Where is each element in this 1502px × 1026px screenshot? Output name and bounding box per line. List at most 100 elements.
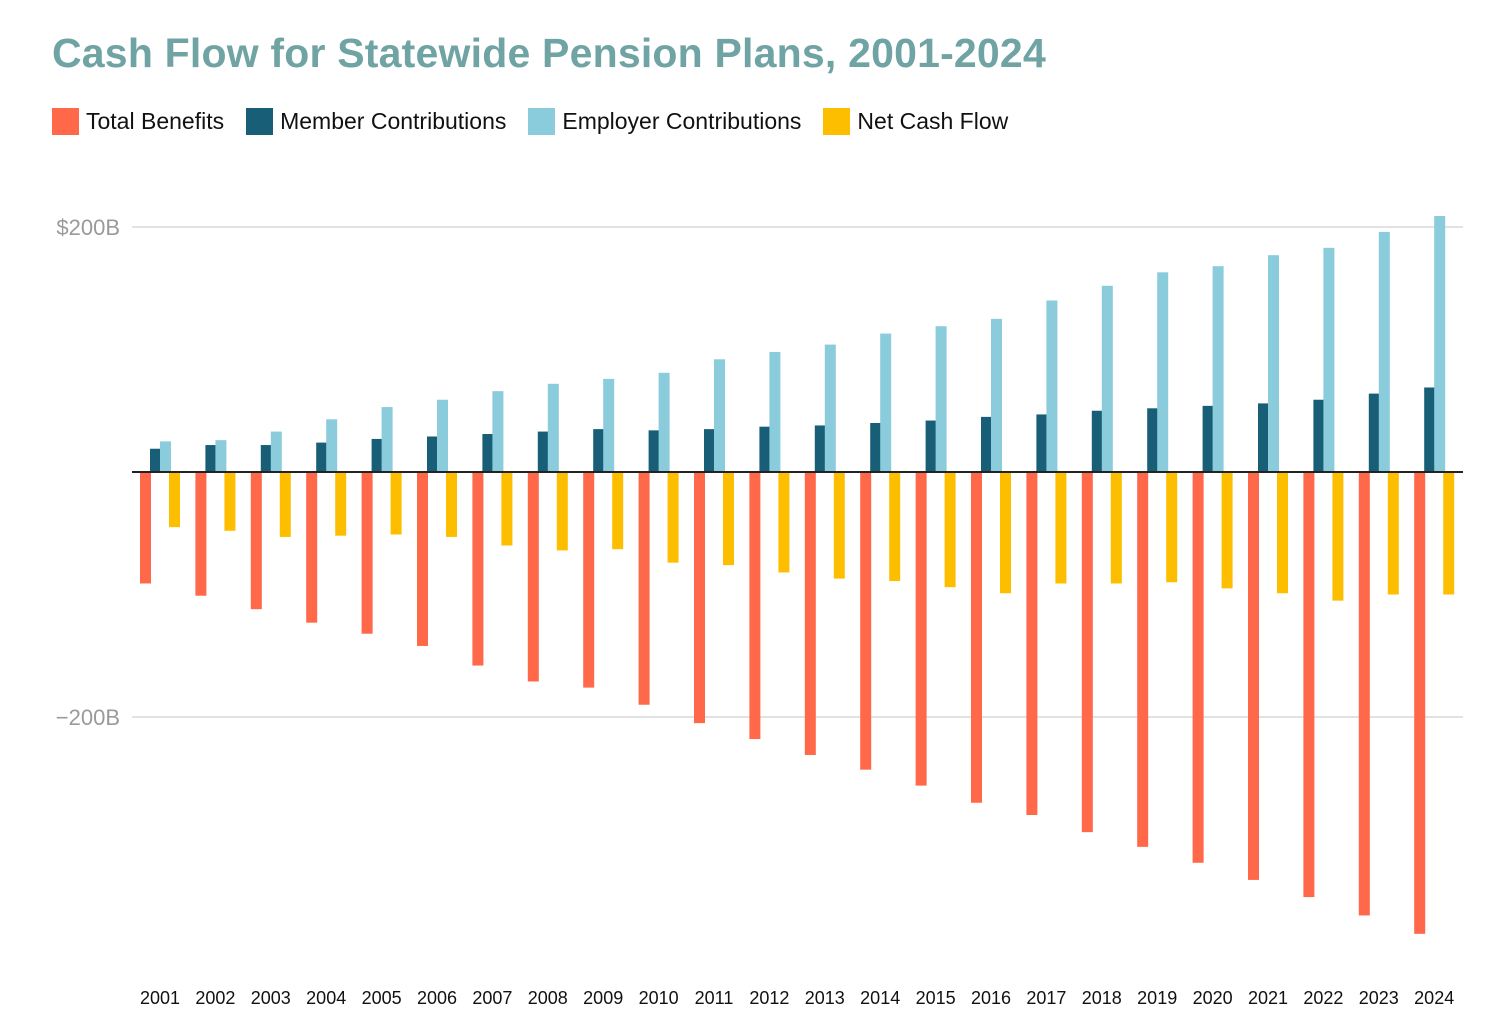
x-tick-label: 2010: [639, 988, 679, 1008]
bar-net-cash-flow-2017: [1055, 472, 1067, 584]
x-tick-label: 2020: [1193, 988, 1233, 1008]
bar-net-cash-flow-2018: [1110, 472, 1122, 584]
bar-net-cash-flow-2012: [778, 472, 790, 573]
bar-total-benefits-2022: [1303, 472, 1315, 898]
bar-member-contributions-2005: [371, 438, 383, 472]
bar-total-benefits-2017: [1026, 472, 1038, 815]
bar-net-cash-flow-2014: [889, 472, 901, 582]
x-tick-label: 2024: [1414, 988, 1454, 1008]
x-tick-label: 2004: [306, 988, 346, 1008]
legend-item-total-benefits: Total Benefits: [52, 108, 224, 135]
bar-total-benefits-2020: [1192, 472, 1204, 863]
bar-net-cash-flow-2006: [446, 472, 457, 537]
bar-total-benefits-2018: [1081, 472, 1093, 833]
bar-employer-contributions-2024: [1434, 215, 1446, 472]
bar-member-contributions-2015: [925, 420, 937, 472]
x-tick-label: 2005: [362, 988, 402, 1008]
bar-net-cash-flow-2022: [1332, 472, 1344, 601]
bar-member-contributions-2003: [260, 445, 272, 472]
x-tick-label: 2012: [749, 988, 789, 1008]
chart-title: Cash Flow for Statewide Pension Plans, 2…: [52, 30, 1046, 76]
bar-total-benefits-2012: [749, 472, 761, 740]
legend-label-employer-contributions: Employer Contributions: [562, 108, 802, 134]
bar-total-benefits-2006: [417, 472, 428, 646]
x-tick-label: 2007: [472, 988, 512, 1008]
bar-employer-contributions-2013: [824, 344, 836, 472]
bar-net-cash-flow-2007: [501, 472, 513, 546]
bar-total-benefits-2021: [1248, 472, 1259, 880]
bar-member-contributions-2018: [1091, 410, 1103, 472]
x-tick-label: 2006: [417, 988, 457, 1008]
legend-label-net-cash-flow: Net Cash Flow: [857, 108, 1009, 134]
bar-member-contributions-2006: [427, 436, 438, 472]
x-tick-label: 2009: [583, 988, 623, 1008]
bar-employer-contributions-2006: [437, 399, 448, 472]
bar-total-benefits-2001: [140, 472, 151, 584]
bars-layer: [140, 215, 1455, 934]
x-tick-label: 2016: [971, 988, 1011, 1008]
x-tick-label: 2003: [251, 988, 291, 1008]
legend-item-employer-contributions: Employer Contributions: [528, 108, 801, 135]
bar-member-contributions-2014: [870, 423, 882, 472]
bar-total-benefits-2024: [1414, 472, 1426, 934]
bar-employer-contributions-2016: [991, 318, 1002, 473]
bar-total-benefits-2008: [527, 472, 539, 682]
x-tick-label: 2002: [195, 988, 235, 1008]
bar-member-contributions-2010: [648, 430, 660, 472]
legend-swatch-member-contributions: [246, 108, 274, 135]
bar-employer-contributions-2015: [935, 326, 947, 472]
legend-item-member-contributions: Member Contributions: [246, 108, 506, 135]
bar-total-benefits-2005: [361, 472, 373, 634]
bar-employer-contributions-2020: [1212, 266, 1224, 472]
bar-total-benefits-2015: [915, 472, 927, 786]
bar-member-contributions-2019: [1147, 408, 1159, 472]
bar-total-benefits-2009: [583, 472, 595, 688]
bar-total-benefits-2003: [250, 472, 262, 610]
bar-employer-contributions-2022: [1323, 247, 1335, 472]
bar-total-benefits-2014: [860, 472, 872, 770]
bar-employer-contributions-2004: [326, 419, 338, 472]
bar-net-cash-flow-2021: [1277, 472, 1288, 594]
bar-net-cash-flow-2003: [279, 472, 291, 537]
bar-employer-contributions-2005: [381, 407, 393, 472]
y-tick-label: $200B: [56, 215, 120, 240]
bar-net-cash-flow-2005: [390, 472, 402, 535]
x-tick-label: 2019: [1137, 988, 1177, 1008]
bar-employer-contributions-2017: [1046, 300, 1058, 472]
grid-layer: [132, 226, 1463, 718]
bar-employer-contributions-2014: [880, 333, 892, 472]
bar-total-benefits-2023: [1358, 472, 1370, 916]
legend-label-total-benefits: Total Benefits: [86, 108, 225, 134]
x-tick-label: 2014: [860, 988, 900, 1008]
bar-employer-contributions-2001: [160, 441, 171, 473]
bar-net-cash-flow-2019: [1166, 472, 1178, 583]
bar-member-contributions-2023: [1368, 393, 1380, 472]
bar-member-contributions-2020: [1202, 405, 1214, 472]
bar-total-benefits-2011: [694, 472, 705, 724]
x-tick-label: 2008: [528, 988, 568, 1008]
x-tick-label: 2013: [805, 988, 845, 1008]
bar-member-contributions-2017: [1036, 414, 1048, 472]
bar-total-benefits-2013: [804, 472, 816, 755]
legend-swatch-net-cash-flow: [823, 108, 851, 135]
bar-net-cash-flow-2002: [224, 472, 236, 531]
bar-employer-contributions-2002: [215, 440, 227, 472]
bar-member-contributions-2011: [704, 429, 715, 473]
x-tick-label: 2015: [916, 988, 956, 1008]
bar-member-contributions-2004: [316, 442, 328, 472]
bar-employer-contributions-2021: [1268, 255, 1279, 472]
bar-employer-contributions-2018: [1101, 285, 1113, 472]
bar-net-cash-flow-2008: [556, 472, 568, 551]
bar-net-cash-flow-2020: [1221, 472, 1233, 589]
y-tick-label: −200B: [56, 705, 120, 730]
bar-net-cash-flow-2015: [944, 472, 956, 588]
bar-net-cash-flow-2024: [1443, 472, 1455, 595]
axis-layer: $200B −200B 2001 2002 2003 2004 2005 2006 2007 20…: [56, 215, 1463, 1008]
x-tick-label: 2022: [1303, 988, 1343, 1008]
x-tick-label: 2021: [1248, 988, 1288, 1008]
bar-net-cash-flow-2013: [833, 472, 845, 579]
bar-total-benefits-2004: [306, 472, 318, 623]
bar-total-benefits-2010: [638, 472, 650, 705]
legend-swatch-total-benefits: [52, 108, 79, 135]
